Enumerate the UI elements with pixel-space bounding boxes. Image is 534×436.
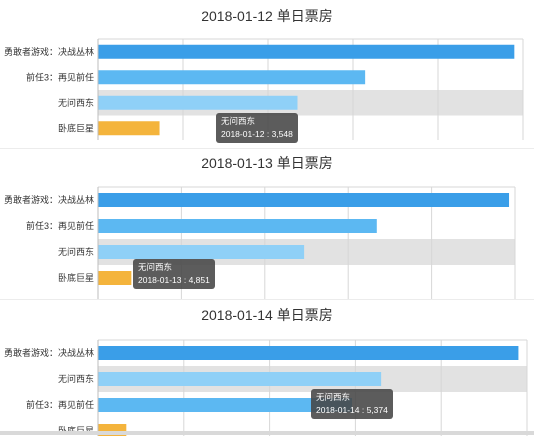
bar xyxy=(98,70,366,85)
tooltip-value: 3,548 xyxy=(271,129,293,139)
bar xyxy=(98,271,132,285)
chart-panel-0114: 2018-01-14 单日票房 勇敢者游戏：决战丛林无问西东前任3：再见前任卧底… xyxy=(0,299,534,436)
tooltip-value-line: 2018-01-13 : 4,851 xyxy=(138,275,210,285)
tooltip-value-line: 2018-01-12 : 3,548 xyxy=(221,129,293,139)
category-label: 卧底巨星 xyxy=(58,272,94,283)
category-label: 无问西东 xyxy=(58,246,94,257)
chart-tooltip: 无问西东 2018-01-13 : 4,851 xyxy=(133,259,215,289)
tooltip-date: 2018-01-13 xyxy=(138,275,182,285)
bar xyxy=(98,44,515,59)
bar xyxy=(98,219,377,233)
tooltip-series-name: 无问西东 xyxy=(316,392,351,402)
tooltip-date: 2018-01-14 xyxy=(316,405,360,415)
category-label: 前任3：再见前任 xyxy=(26,399,94,410)
category-label: 前任3：再见前任 xyxy=(26,220,94,231)
tooltip-value-line: 2018-01-14 : 5,374 xyxy=(316,405,388,415)
chart-tooltip: 无问西东 2018-01-12 : 3,548 xyxy=(216,113,298,143)
bar xyxy=(98,372,382,386)
category-label: 勇敢者游戏：决战丛林 xyxy=(4,194,94,205)
bar xyxy=(98,398,352,412)
chart-title: 2018-01-14 单日票房 xyxy=(201,307,333,323)
chart-panel-0113: 2018-01-13 单日票房 勇敢者游戏：决战丛林前任3：再见前任无问西东卧底… xyxy=(0,148,534,299)
tooltip-series-name: 无问西东 xyxy=(221,116,256,126)
chart-panel-0112: 2018-01-12 单日票房 勇敢者游戏：决战丛林前任3：再见前任无问西东卧底… xyxy=(0,0,534,148)
bar xyxy=(98,245,305,259)
chart-title: 2018-01-13 单日票房 xyxy=(201,155,333,171)
tooltip-series-name: 无问西东 xyxy=(138,262,173,272)
tooltip-date: 2018-01-12 xyxy=(221,129,265,139)
category-label: 无问西东 xyxy=(58,373,94,384)
category-label: 卧底巨星 xyxy=(58,425,94,436)
chart-title: 2018-01-12 单日票房 xyxy=(201,8,333,24)
category-label: 勇敢者游戏：决战丛林 xyxy=(4,347,94,358)
bar xyxy=(98,193,510,207)
category-label: 勇敢者游戏：决战丛林 xyxy=(4,46,94,57)
bar xyxy=(98,121,160,136)
category-label: 卧底巨星 xyxy=(58,122,94,133)
bar xyxy=(98,95,298,110)
category-label: 无问西东 xyxy=(58,97,94,108)
bar xyxy=(98,346,519,360)
tooltip-value: 4,851 xyxy=(188,275,210,285)
category-label: 前任3：再见前任 xyxy=(26,71,94,82)
horizontal-scrollbar[interactable] xyxy=(0,431,534,435)
chart-tooltip: 无问西东 2018-01-14 : 5,374 xyxy=(311,389,393,419)
tooltip-value: 5,374 xyxy=(366,405,388,415)
